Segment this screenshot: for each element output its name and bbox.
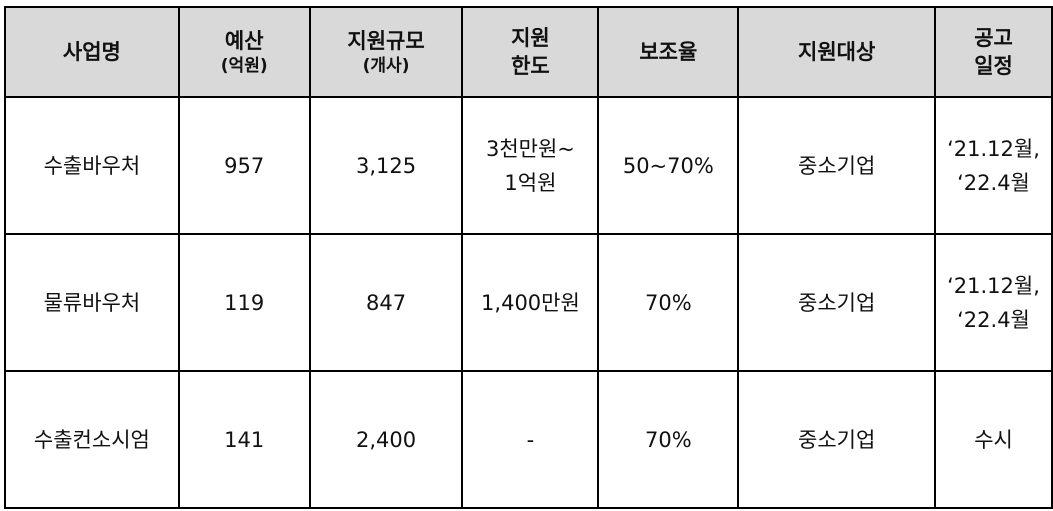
cell-support-limit: 1,400만원 <box>461 233 600 372</box>
cell-program-name: 수출컨소시엄 <box>4 370 180 509</box>
header-support-limit: 지원 한도 <box>461 6 600 98</box>
cell-subsidy-rate: 70% <box>597 370 740 509</box>
header-label: 보조율 <box>639 40 698 64</box>
header-target: 지원대상 <box>737 6 937 98</box>
header-label: 사업명 <box>62 40 121 64</box>
header-schedule: 공고 일정 <box>934 6 1053 98</box>
table-row: 물류바우처 119 847 1,400만원 70% 중소기업 ‘21.12월, ‘22.4월 <box>4 233 1053 372</box>
header-unit: (억원) <box>220 56 268 76</box>
cell-budget: 957 <box>177 96 311 235</box>
header-label: 지원대상 <box>798 40 876 64</box>
cell-subsidy-rate: 70% <box>597 233 740 372</box>
cell-support-limit: 3천만원~ 1억원 <box>461 96 600 235</box>
cell-support-limit: - <box>461 370 600 509</box>
cell-schedule: 수시 <box>934 370 1053 509</box>
header-unit: (개사) <box>362 56 410 76</box>
cell-budget: 119 <box>177 233 311 372</box>
cell-budget: 141 <box>177 370 311 509</box>
program-table: 사업명 예산 (억원) 지원규모 (개사) 지원 한도 보조율 지원대상 공고 일정 수출바우처… <box>4 6 1053 509</box>
cell-support-scale: 3,125 <box>308 96 464 235</box>
header-label: 공고 일정 <box>974 26 1013 78</box>
table-row: 수출바우처 957 3,125 3천만원~ 1억원 50~70% 중소기업 ‘21.12월,… <box>4 96 1053 235</box>
cell-target: 중소기업 <box>737 233 937 372</box>
cell-target: 중소기업 <box>737 96 937 235</box>
header-label: 지원 한도 <box>511 26 550 78</box>
header-subsidy-rate: 보조율 <box>597 6 740 98</box>
cell-subsidy-rate: 50~70% <box>597 96 740 235</box>
header-label: 지원규모 <box>347 29 425 53</box>
cell-schedule: ‘21.12월, ‘22.4월 <box>934 96 1053 235</box>
cell-support-scale: 847 <box>308 233 464 372</box>
cell-schedule: ‘21.12월, ‘22.4월 <box>934 233 1053 372</box>
table-row: 수출컨소시엄 141 2,400-70% 중소기업 수시 <box>4 370 1053 509</box>
header-row: 사업명 예산 (억원) 지원규모 (개사) 지원 한도 보조율 지원대상 공고 일정 <box>4 6 1053 98</box>
cell-support-scale: 2,400 <box>308 370 464 509</box>
header-support-scale: 지원규모 (개사) <box>308 6 464 98</box>
header-budget: 예산 (억원) <box>177 6 311 98</box>
cell-target: 중소기업 <box>737 370 937 509</box>
header-program-name: 사업명 <box>4 6 180 98</box>
cell-program-name: 물류바우처 <box>4 233 180 372</box>
header-label: 예산 <box>224 29 264 53</box>
cell-program-name: 수출바우처 <box>4 96 180 235</box>
